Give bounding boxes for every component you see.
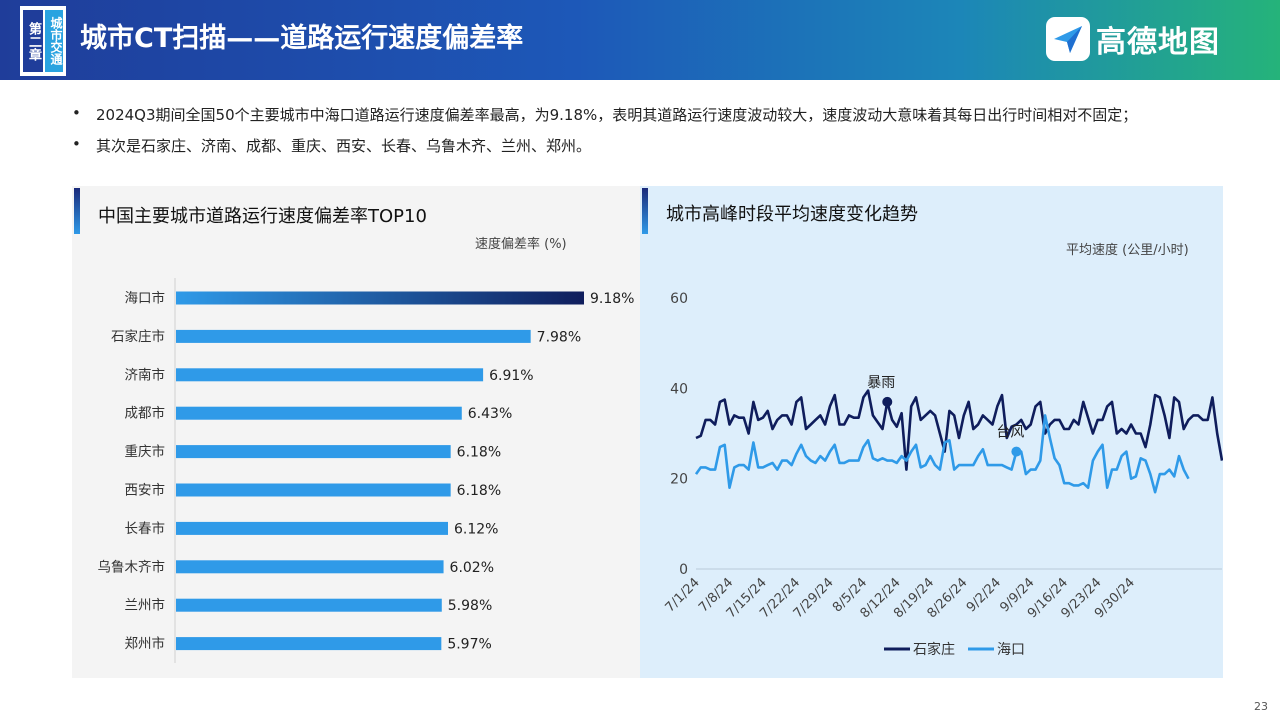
page-number: 23 bbox=[1254, 700, 1268, 713]
y-tick-label: 40 bbox=[670, 381, 688, 397]
chapter-name: 城市交通 bbox=[45, 10, 63, 72]
bar-chart: 海口市 9.18% 石家庄市 7.98% 济南市 6.91% 成都市 6.43% 重庆市 6.18… bbox=[98, 278, 634, 663]
bar bbox=[176, 291, 584, 305]
bullet-item: • 其次是石家庄、济南、成都、重庆、西安、长春、乌鲁木齐、兰州、郑州。 bbox=[72, 135, 1222, 166]
bullet-text: 2024Q3期间全国50个主要城市中海口道路运行速度偏差率最高，为9.18%，表… bbox=[96, 106, 1138, 124]
bar-category-label: 石家庄市 bbox=[111, 328, 165, 345]
legend-label: 石家庄 bbox=[913, 641, 955, 658]
line-chart: 02040607/1/247/8/247/15/247/22/247/29/24… bbox=[663, 291, 1223, 658]
bar-value-label: 6.43% bbox=[468, 406, 512, 422]
bar-category-label: 郑州市 bbox=[125, 635, 166, 652]
chapter-tag: 第二章 城市交通 bbox=[20, 6, 66, 76]
bullet-dot-icon: • bbox=[72, 135, 81, 153]
bar bbox=[176, 637, 442, 651]
annotation-marker bbox=[882, 396, 893, 407]
legend-label: 海口 bbox=[997, 642, 1025, 658]
bar bbox=[176, 445, 451, 459]
chapter-number: 第二章 bbox=[23, 10, 43, 72]
bar-value-label: 6.91% bbox=[489, 368, 533, 384]
bar-category-label: 重庆市 bbox=[125, 443, 166, 460]
bar-value-label: 6.18% bbox=[457, 445, 501, 461]
bar-chart-title: 中国主要城市道路运行速度偏差率TOP10 bbox=[98, 206, 427, 227]
x-tick-label: 9/2/24 bbox=[964, 575, 1004, 615]
series-line-1 bbox=[694, 414, 1190, 494]
series-line-0 bbox=[695, 389, 1223, 471]
amap-logo: 高德地图 bbox=[1046, 16, 1220, 62]
bar-category-label: 兰州市 bbox=[125, 597, 166, 614]
y-tick-label: 60 bbox=[670, 291, 688, 307]
summary-bullets: • 2024Q3期间全国50个主要城市中海口道路运行速度偏差率最高，为9.18%… bbox=[72, 104, 1222, 166]
annotation-label: 暴雨 bbox=[867, 375, 895, 391]
bar-category-label: 西安市 bbox=[125, 482, 166, 499]
line-chart-unit: 平均速度 (公里/小时) bbox=[1066, 243, 1189, 258]
line-chart-panel: 城市高峰时段平均速度变化趋势 平均速度 (公里/小时) 0 20 40 60 7/1/2… bbox=[640, 186, 1223, 678]
bar-chart-panel: 中国主要城市道路运行速度偏差率TOP10 速度偏差率 (%) 海口市 9.18% 石… bbox=[72, 186, 640, 678]
y-tick-label: 0 bbox=[679, 562, 688, 578]
panel-accent bbox=[74, 188, 80, 234]
bar-category-label: 济南市 bbox=[125, 366, 166, 383]
x-tick-label: 7/1/24 bbox=[663, 575, 703, 615]
bar bbox=[176, 560, 444, 574]
bar bbox=[176, 368, 484, 382]
bar-category-label: 海口市 bbox=[125, 290, 166, 307]
annotation-label: 台风 bbox=[996, 425, 1024, 441]
annotation-marker bbox=[1011, 446, 1022, 457]
bar-value-label: 7.98% bbox=[537, 329, 581, 345]
line-chart-title: 城市高峰时段平均速度变化趋势 bbox=[666, 204, 918, 225]
bullet-item: • 2024Q3期间全国50个主要城市中海口道路运行速度偏差率最高，为9.18%… bbox=[72, 104, 1222, 135]
bar bbox=[176, 329, 531, 343]
bar-value-label: 9.18% bbox=[590, 291, 634, 307]
page-title: 城市CT扫描——道路运行速度偏差率 bbox=[80, 23, 524, 54]
panel-accent bbox=[642, 188, 648, 234]
bar-category-label: 乌鲁木齐市 bbox=[98, 558, 166, 575]
bar-value-label: 5.98% bbox=[448, 598, 492, 614]
bar-category-label: 长春市 bbox=[125, 520, 166, 537]
paper-plane-icon bbox=[1046, 17, 1090, 61]
bar bbox=[176, 598, 442, 612]
bar-value-label: 6.18% bbox=[457, 483, 501, 499]
bar bbox=[176, 406, 462, 420]
bar-value-label: 6.02% bbox=[450, 560, 494, 576]
header-bar: 第二章 城市交通 城市CT扫描——道路运行速度偏差率 高德地图 bbox=[0, 0, 1280, 80]
bar-value-label: 5.97% bbox=[447, 637, 491, 653]
bar bbox=[176, 483, 451, 497]
bar bbox=[176, 521, 448, 535]
logo-text: 高德地图 bbox=[1096, 25, 1220, 60]
bullet-text: 其次是石家庄、济南、成都、重庆、西安、长春、乌鲁木齐、兰州、郑州。 bbox=[96, 137, 592, 155]
bullet-dot-icon: • bbox=[72, 104, 81, 122]
bar-chart-unit: 速度偏差率 (%) bbox=[475, 237, 567, 252]
bar-value-label: 6.12% bbox=[454, 521, 498, 537]
bar-category-label: 成都市 bbox=[125, 405, 166, 422]
y-tick-label: 20 bbox=[670, 472, 688, 488]
